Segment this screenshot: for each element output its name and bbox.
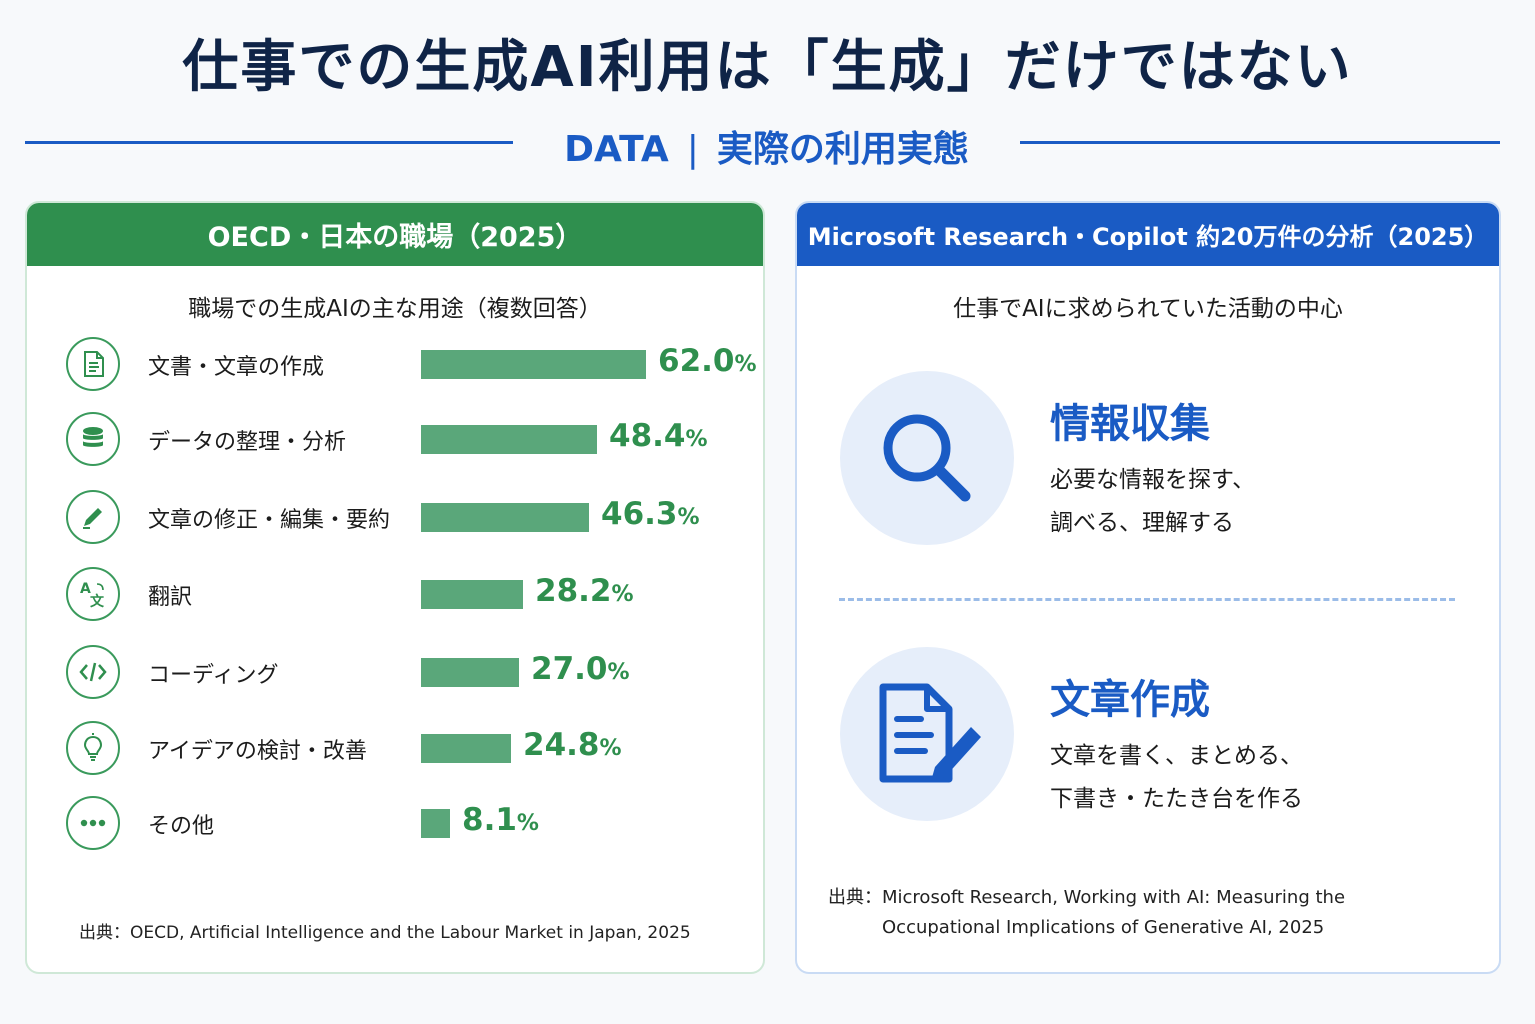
bar-value-unit: %: [611, 582, 634, 607]
microsoft-panel: Microsoft Research・Copilot 約20万件の分析（2025…: [795, 201, 1501, 974]
bar-row-ideation: アイデアの検討・改善 24.8%: [27, 721, 763, 777]
subtitle-text: 実際の利用実態: [716, 129, 969, 170]
oecd-source: 出典：OECD, Artificial Intelligence and the…: [79, 923, 691, 943]
section-subtitle: DATA | 実際の利用実態: [513, 120, 1020, 172]
bar-value-label: 28.2%: [535, 573, 634, 609]
subtitle-rule-right: [1020, 141, 1500, 144]
microsoft-source: 出典：Microsoft Research, Working with AI: …: [828, 883, 1345, 943]
bar-value-unit: %: [685, 427, 708, 452]
bar-row-text-editing: 文章の修正・編集・要約 46.3%: [27, 490, 763, 546]
oecd-panel-header: OECD・日本の職場（2025）: [27, 203, 763, 266]
bar-value-number: 8.1: [462, 802, 517, 838]
activity-desc-writing-line2: 下書き・たたき台を作る: [1050, 786, 1303, 812]
page-title: 仕事での生成AI利用は「生成」だけではない: [182, 35, 1353, 100]
bar-value-unit: %: [734, 352, 757, 377]
microsoft-panel-header: Microsoft Research・Copilot 約20万件の分析（2025…: [797, 203, 1499, 266]
document-edit-icon: [840, 647, 1014, 821]
subtitle-rule-left: [25, 141, 513, 144]
svg-text:文: 文: [90, 593, 105, 610]
activity-desc-writing-line1: 文章を書く、まとめる、: [1050, 743, 1303, 769]
bar-value-label: 46.3%: [601, 496, 700, 532]
subtitle-data-label: DATA: [564, 129, 669, 170]
magnifier-icon: [840, 371, 1014, 545]
activity-title-info: 情報収集: [1050, 401, 1210, 447]
bar-value-number: 27.0: [531, 651, 608, 687]
bar-translation: [421, 580, 523, 609]
code-icon: [66, 645, 120, 699]
bar-value-label: 48.4%: [609, 418, 708, 454]
bar-category-label: 翻訳: [148, 585, 193, 610]
bar-value-number: 62.0: [658, 343, 735, 379]
bar-document-writing: [421, 350, 646, 379]
database-icon: [66, 412, 120, 466]
bar-category-label: その他: [148, 814, 215, 839]
pencil-icon: [66, 490, 120, 544]
bar-value-label: 8.1%: [462, 802, 539, 838]
bar-value-label: 27.0%: [531, 651, 630, 687]
bar-row-other: その他 8.1%: [27, 796, 763, 852]
bar-category-label: 文書・文章の作成: [148, 355, 325, 380]
more-icon: [66, 796, 120, 850]
bar-text-editing: [421, 503, 589, 532]
bar-data-analysis: [421, 425, 597, 454]
bar-category-label: データの整理・分析: [148, 430, 347, 455]
bar-value-unit: %: [516, 811, 539, 836]
bar-value-unit: %: [599, 736, 622, 761]
bar-ideation: [421, 734, 511, 763]
bar-value-number: 48.4: [609, 418, 686, 454]
bar-category-label: 文章の修正・編集・要約: [148, 508, 391, 533]
chart-title: 職場での生成AIの主な用途（複数回答）: [188, 296, 602, 322]
activity-desc-writing: 文章を書く、まとめる、 下書き・たたき台を作る: [1050, 735, 1303, 821]
activity-subtitle: 仕事でAIに求められていた活動の中心: [953, 296, 1343, 322]
bar-value-unit: %: [607, 660, 630, 685]
bar-value-number: 28.2: [535, 573, 612, 609]
activity-divider: [839, 598, 1455, 601]
bar-value-label: 62.0%: [658, 343, 757, 379]
svg-text:A: A: [80, 581, 91, 597]
bar-row-coding: コーディング 27.0%: [27, 645, 763, 701]
bar-category-label: コーディング: [148, 663, 279, 688]
lightbulb-icon: [66, 721, 120, 775]
document-icon: [66, 337, 120, 391]
activity-desc-info-line2: 調べる、理解する: [1050, 510, 1234, 536]
bar-other: [421, 809, 450, 838]
bar-row-data-analysis: データの整理・分析 48.4%: [27, 412, 763, 468]
oecd-panel: OECD・日本の職場（2025） 職場での生成AIの主な用途（複数回答） 文書・…: [25, 201, 765, 974]
bar-row-document-writing: 文書・文章の作成 62.0%: [27, 337, 763, 393]
bar-value-label: 24.8%: [523, 727, 622, 763]
activity-desc-info: 必要な情報を探す、 調べる、理解する: [1050, 459, 1255, 545]
microsoft-source-line1: 出典：Microsoft Research, Working with AI: …: [828, 887, 1346, 908]
bar-value-number: 46.3: [601, 496, 678, 532]
activity-desc-info-line1: 必要な情報を探す、: [1050, 467, 1256, 493]
bar-coding: [421, 658, 519, 687]
microsoft-source-line2: Occupational Implications of Generative …: [882, 917, 1325, 938]
bar-value-number: 24.8: [523, 727, 600, 763]
bar-row-translation: A 文 翻訳 28.2%: [27, 567, 763, 623]
bar-value-unit: %: [677, 505, 700, 530]
activity-title-writing: 文章作成: [1050, 677, 1210, 723]
bar-category-label: アイデアの検討・改善: [148, 739, 367, 764]
subtitle-separator: |: [686, 129, 699, 170]
